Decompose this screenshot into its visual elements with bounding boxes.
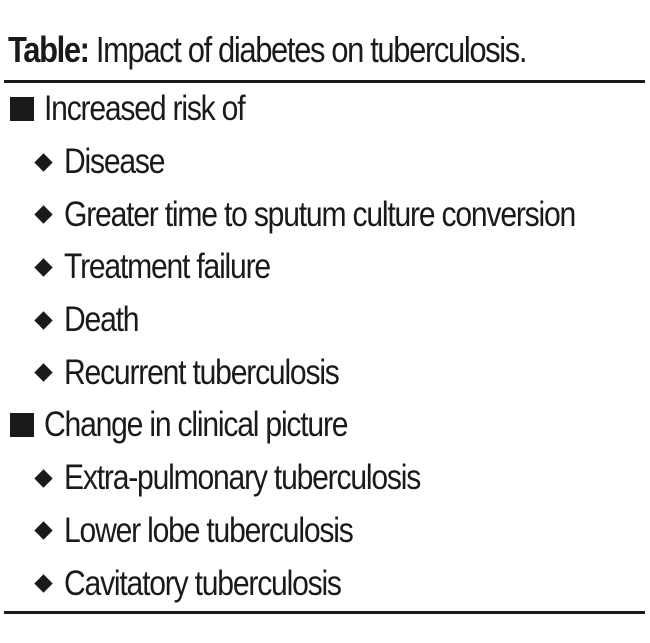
list-item: Cavitatory tuberculosis — [0, 557, 650, 610]
list-item-text: Extra-pulmonary tuberculosis — [64, 458, 421, 498]
table-caption: Table: Impact of diabetes on tuberculosi… — [8, 20, 528, 80]
diamond-bullet-icon — [34, 363, 53, 382]
top-rule — [4, 80, 645, 83]
list-item-text: Recurrent tuberculosis — [64, 352, 340, 392]
list-item: Disease — [0, 136, 650, 189]
diamond-bullet-icon — [34, 521, 53, 541]
list-item: Recurrent tuberculosis — [0, 346, 650, 399]
bottom-rule — [4, 611, 645, 614]
list-item-text: Death — [64, 300, 140, 340]
list-item: Treatment failure — [0, 241, 650, 294]
list-item: Lower lobe tuberculosis — [0, 505, 650, 558]
list-item-text: Treatment failure — [64, 247, 271, 287]
square-bullet-icon — [10, 413, 34, 438]
group-heading-text: Increased risk of — [44, 89, 246, 129]
list-item-text: Cavitatory tuberculosis — [64, 563, 342, 603]
diamond-bullet-icon — [34, 152, 53, 172]
list-item: Death — [0, 294, 650, 347]
list-item-text: Greater time to sputum culture conversio… — [64, 194, 576, 234]
diamond-bullet-icon — [34, 258, 53, 277]
diamond-bullet-icon — [34, 574, 53, 593]
group-heading-text: Change in clinical picture — [44, 405, 349, 445]
diamond-bullet-icon — [34, 205, 53, 224]
caption-text: Impact of diabetes on tuberculosis. — [95, 29, 528, 70]
table-body: Increased risk of Disease Greater time t… — [0, 83, 650, 610]
caption-label: Table: — [8, 29, 90, 70]
square-bullet-icon — [10, 97, 34, 122]
diamond-bullet-icon — [34, 468, 53, 488]
list-item-text: Lower lobe tuberculosis — [64, 510, 354, 550]
list-item-text: Disease — [64, 142, 166, 182]
group-heading: Change in clinical picture — [0, 399, 650, 452]
group-heading: Increased risk of — [0, 83, 650, 136]
list-item: Extra-pulmonary tuberculosis — [0, 452, 650, 505]
list-item: Greater time to sputum culture conversio… — [0, 188, 650, 241]
diamond-bullet-icon — [34, 310, 53, 330]
